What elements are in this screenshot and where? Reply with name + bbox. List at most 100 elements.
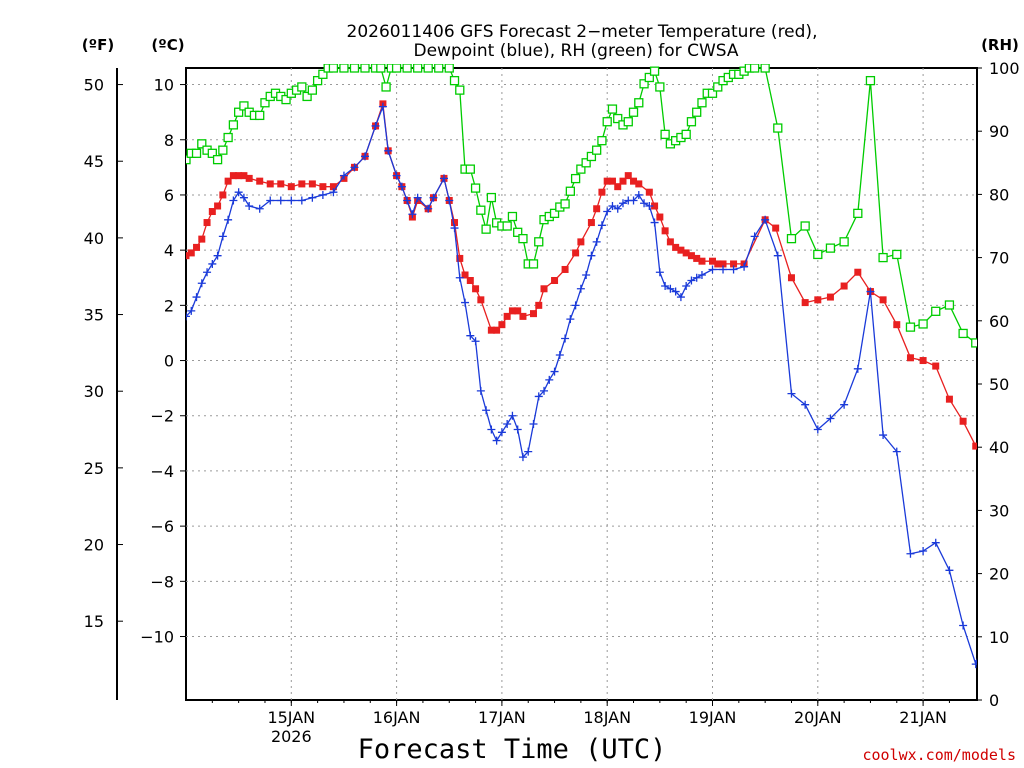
rh-point [918, 319, 928, 329]
rh-point [476, 205, 486, 215]
dewpoint-point [476, 386, 485, 395]
temperature-point [598, 188, 606, 196]
dewpoint-point [773, 251, 782, 260]
rh-point [565, 186, 575, 196]
rh-point [570, 173, 581, 184]
temperature-point [456, 254, 464, 262]
dewpoint-point [571, 301, 580, 310]
dewpoint-point [540, 386, 549, 395]
rh-point [628, 107, 639, 117]
y-tick-label-fahrenheit: 30 [84, 382, 104, 401]
temperature-point [787, 274, 795, 282]
temperature-point [893, 321, 901, 329]
temperature-point [472, 285, 480, 293]
temperature-point [256, 177, 264, 185]
dewpoint-point [661, 282, 670, 291]
dewpoint-point [497, 428, 506, 437]
credit-link[interactable]: coolwx.com/models [862, 746, 1016, 764]
series-rh [186, 64, 1006, 348]
dewpoint-point [466, 331, 475, 340]
y-tick-label-fahrenheit: 35 [84, 306, 104, 325]
rh-point [644, 72, 654, 83]
dewpoint-point [455, 273, 464, 282]
dewpoint-point [945, 566, 954, 575]
rh-point [892, 249, 902, 260]
y-tick-label-celsius: −6 [150, 517, 174, 536]
y-tick-label-celsius: 2 [164, 296, 174, 315]
rh-point [560, 199, 570, 209]
y-tick-label-rh: 0 [989, 691, 999, 710]
rh-point [302, 91, 312, 102]
rh-point [434, 64, 444, 73]
dewpoint-point [329, 188, 338, 197]
rh-point [513, 227, 523, 237]
dewpoint-point [692, 273, 701, 282]
dewpoint-point [276, 196, 285, 205]
y-tick-label-rh: 90 [989, 122, 1009, 141]
rh-point [507, 211, 518, 222]
dewpoint-point [339, 171, 348, 180]
dewpoint-point [413, 193, 422, 202]
dewpoint-point [634, 190, 643, 199]
rh-point [534, 237, 544, 247]
chart-title-line-2: Dewpoint (blue), RH (green) for CWSA [414, 41, 739, 61]
dewpoint-point [666, 284, 675, 293]
rh-point [586, 151, 597, 162]
dewpoint-point [582, 270, 591, 279]
temperature-point [519, 312, 527, 320]
rh-point [470, 183, 481, 193]
dewpoint-point [350, 163, 359, 172]
rh-point [212, 154, 223, 165]
dewpoint-point [919, 546, 928, 555]
dewpoint-point [840, 400, 849, 409]
series-dewpoint [186, 102, 977, 669]
dewpoint-point [287, 196, 296, 205]
dewpoint-point [597, 221, 606, 230]
dewpoint-point [186, 312, 190, 321]
rh-point [518, 233, 528, 244]
x-axis-label: Forecast Time (UTC) [358, 734, 667, 765]
temperature-point [245, 174, 253, 182]
rh-point [592, 145, 602, 155]
rh-point [449, 75, 460, 86]
dewpoint-point [384, 146, 393, 155]
temperature-point [645, 188, 653, 196]
dewpoint-point [224, 215, 233, 224]
temperature-point [587, 219, 595, 227]
temperature-point [487, 326, 495, 334]
dewpoint-point [650, 218, 659, 227]
dewpoint-point [429, 193, 438, 202]
chart-title-line-1: 2026011406 GFS Forecast 2−meter Temperat… [347, 22, 818, 42]
dewpoint-point [297, 196, 306, 205]
y-tick-label-fahrenheit: 20 [84, 536, 104, 555]
temperature-point [186, 252, 190, 260]
rh-point [655, 82, 665, 92]
y-tick-label-celsius: 0 [164, 352, 174, 371]
y-tick-label-celsius: 6 [164, 186, 174, 205]
rh-point [998, 171, 1006, 179]
dewpoint-point [618, 199, 627, 208]
dewpoint-point [218, 232, 227, 241]
dewpoint-point [487, 425, 496, 434]
y-tick-label-celsius: −8 [150, 572, 174, 591]
rh-point [339, 64, 349, 73]
rh-point [800, 221, 810, 231]
x-tick-label: 20JAN [794, 708, 842, 727]
temperature-point [666, 238, 674, 246]
rh-point [623, 117, 633, 127]
dewpoint-point [931, 538, 940, 547]
temperature-point [219, 191, 227, 199]
temperature-point [879, 296, 887, 304]
y-tick-label-rh: 40 [989, 438, 1009, 457]
temperature-point [619, 177, 627, 185]
dewpoint-point [892, 447, 901, 456]
dewpoint-point [208, 259, 217, 268]
temperature-point [461, 271, 469, 279]
temperature-point [577, 238, 585, 246]
rh-point [402, 64, 412, 73]
y-tick-label-rh: 30 [989, 501, 1009, 520]
rh-point [444, 64, 454, 73]
dewpoint-point [566, 315, 575, 324]
dewpoint-point [508, 411, 517, 420]
rh-point [773, 123, 783, 133]
